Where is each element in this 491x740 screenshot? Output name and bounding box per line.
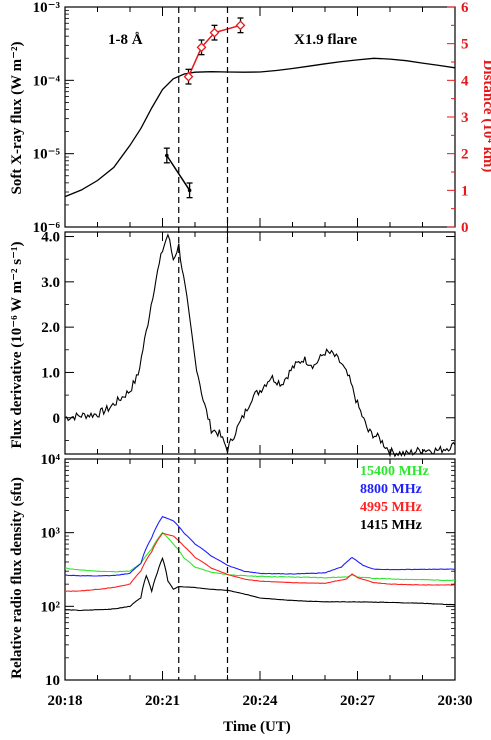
- distance-red-point: [196, 42, 207, 53]
- x-tick-label: 20:27: [340, 693, 375, 709]
- bottom-y-tick-label: 10³: [41, 526, 61, 542]
- flux-derivative-line: [64, 233, 456, 458]
- top-y2label: Distance (10⁴ km): [480, 60, 491, 173]
- legend-entry: 4995 MHz: [360, 500, 422, 515]
- top-right-tick-label: 5: [461, 37, 469, 53]
- top-right-tick-label: 3: [461, 110, 469, 126]
- panel-frame-1: [64, 231, 456, 455]
- radio-line-4995-mhz: [65, 532, 456, 592]
- x-tick-label: 20:24: [243, 693, 278, 709]
- x-tick-label: 20:18: [48, 693, 83, 709]
- distance-red-point: [209, 27, 220, 38]
- top-right-tick-label: 1: [461, 183, 469, 199]
- legend-entry: 15400 MHz: [360, 464, 429, 479]
- top-right-tick-label: 6: [461, 0, 469, 16]
- legend-entry: 8800 MHz: [360, 482, 422, 497]
- top-y-tick-label: 10⁻⁶: [33, 220, 61, 236]
- bottom-ylabel: Relative radio flux density (sfu): [9, 477, 25, 679]
- radio-line-8800-mhz: [65, 515, 456, 577]
- top-y-tick-label: 10⁻⁵: [33, 147, 61, 163]
- radio-line-15400-mhz: [65, 531, 456, 582]
- x-tick-label: 20:21: [145, 693, 180, 709]
- bottom-y-tick-label: 10⁴: [41, 452, 61, 468]
- middle-y-tick-label: 2.0: [41, 320, 60, 336]
- distance-black-point: [187, 188, 192, 193]
- top-y-tick-label: 10⁻³: [33, 0, 61, 16]
- middle-ylabel: Flux derivative (10⁻⁶ W m⁻² s⁻¹): [9, 241, 25, 448]
- distance-black-point: [165, 153, 169, 158]
- top-right-tick-label: 2: [461, 147, 469, 163]
- annotation-band: 1-8 Å: [108, 32, 143, 48]
- radio-line-1415-mhz: [64, 556, 456, 612]
- middle-y-tick-label: 1.0: [41, 365, 60, 381]
- middle-y-tick-label: 4.0: [41, 230, 60, 246]
- bottom-y-tick-label: 10²: [41, 599, 61, 615]
- top-right-tick-label: 4: [461, 73, 469, 89]
- bottom-y-tick-label: 10: [45, 673, 60, 689]
- middle-y-tick-label: 3.0: [41, 275, 60, 291]
- soft-xray-flux-line: [64, 57, 456, 198]
- legend-entry: 1415 MHz: [360, 518, 422, 533]
- top-ylabel: Soft X-ray flux (W m⁻²): [9, 42, 25, 195]
- x-axis-title: Time (UT): [223, 719, 291, 735]
- top-y-tick-label: 10⁻⁴: [33, 73, 61, 89]
- x-tick-label: 20:30: [438, 693, 473, 709]
- middle-y-tick-label: 0: [53, 411, 61, 427]
- annotation-flare: X1.9 flare: [294, 32, 357, 48]
- distance-red-point: [235, 20, 246, 31]
- distance-red-point: [183, 71, 194, 82]
- top-right-tick-label: 0: [461, 220, 469, 236]
